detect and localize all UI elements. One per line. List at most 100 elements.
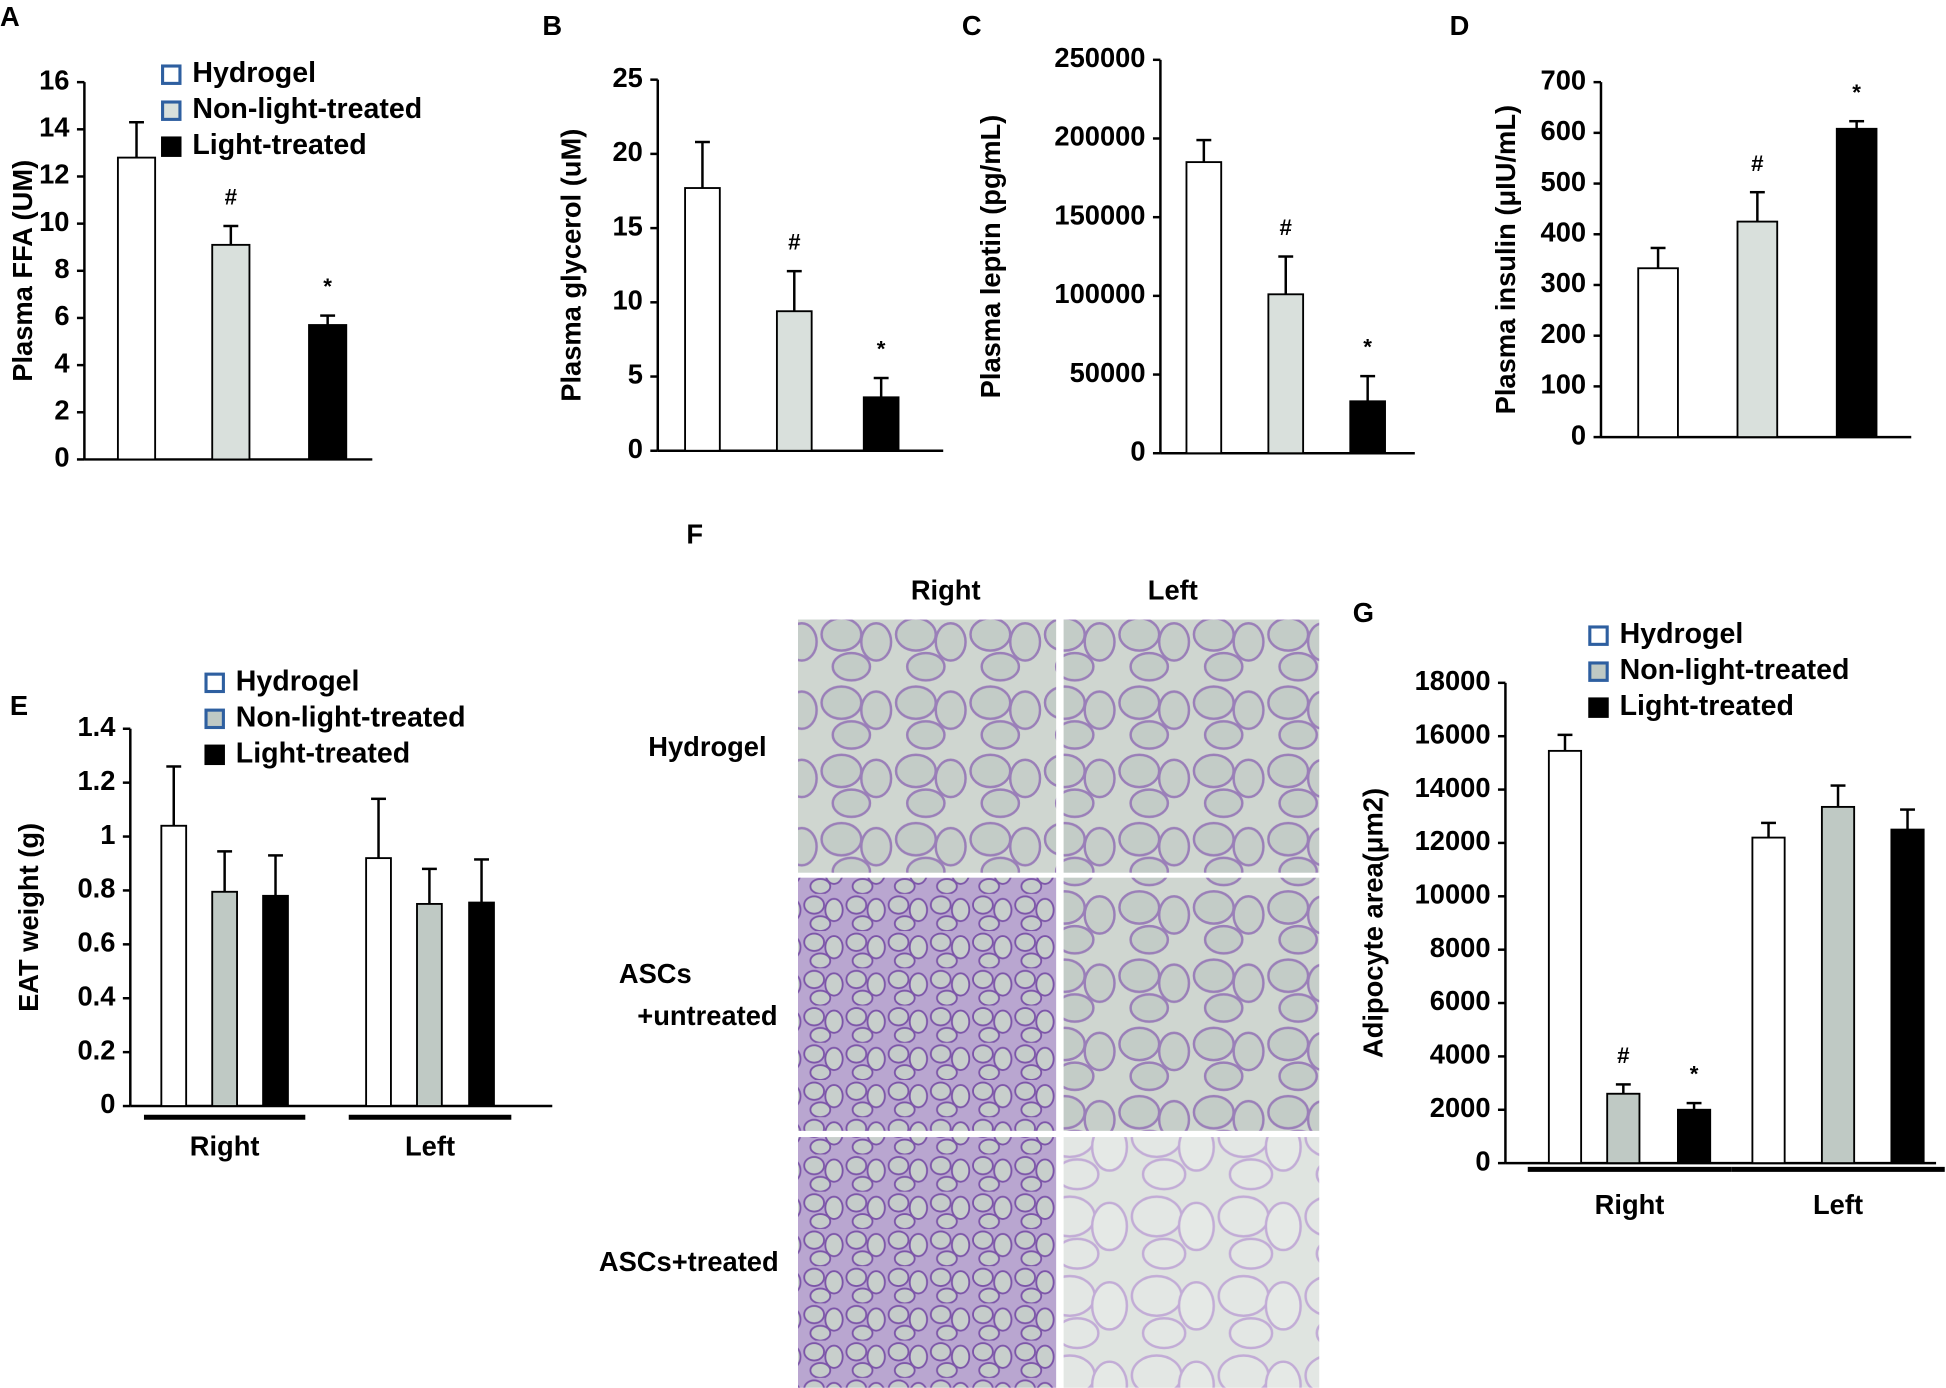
y-tick-label: 15: [613, 210, 643, 241]
column-label: Left: [1148, 574, 1198, 605]
legend-marker: [1588, 697, 1609, 718]
bar: [1606, 1092, 1641, 1165]
legend-label: Hydrogel: [1620, 618, 1744, 650]
panel-label: A: [0, 1, 20, 32]
legend-label: Hydrogel: [236, 665, 360, 697]
y-tick-label: 0: [100, 1088, 115, 1119]
annotation: #: [788, 230, 801, 255]
annotation: #: [1617, 1043, 1630, 1068]
y-tick-label: 700: [1541, 64, 1587, 95]
bar: [1185, 161, 1223, 455]
histology-image: [798, 1137, 1057, 1388]
legend-marker: [204, 672, 225, 694]
y-tick-label: 18000: [1415, 665, 1491, 696]
y-tick-label: 10: [39, 206, 69, 237]
histology-image: [1063, 877, 1320, 1131]
y-tick-label: 6000: [1430, 985, 1491, 1016]
bar: [1890, 828, 1925, 1165]
y-tick-label: 14: [39, 112, 70, 143]
bar: [116, 156, 157, 461]
bar: [416, 902, 443, 1107]
y-tick-label: 8: [54, 253, 69, 284]
y-tick-label: 6: [54, 300, 69, 331]
histology-image: [1063, 619, 1320, 873]
y-tick-label: 20: [613, 136, 643, 167]
bar: [775, 310, 813, 452]
y-tick-label: 400: [1541, 216, 1587, 247]
bar: [262, 894, 289, 1107]
y-tick-label: 1.4: [77, 711, 116, 742]
legend-label: Non-light-treated: [236, 701, 466, 733]
y-tick-label: 0: [1475, 1145, 1490, 1176]
panel-label: E: [10, 690, 28, 721]
legend-marker: [161, 64, 182, 85]
y-axis-label: Plasma FFA (UM): [7, 160, 38, 382]
panel-label: C: [962, 10, 982, 41]
legend-marker: [1588, 625, 1609, 646]
y-tick-label: 200000: [1054, 121, 1145, 152]
legend-marker: [161, 136, 182, 157]
bar: [468, 901, 495, 1107]
y-tick-label: 4: [54, 347, 70, 378]
y-tick-label: 4000: [1430, 1039, 1491, 1070]
y-tick-label: 200: [1541, 318, 1587, 349]
y-tick-label: 0.4: [77, 980, 116, 1011]
bar: [684, 187, 721, 452]
annotation: *: [877, 337, 886, 362]
bar: [1835, 127, 1878, 439]
x-tick-label: Right: [190, 1130, 260, 1161]
y-tick-label: 600: [1541, 115, 1587, 146]
legend-label: Light-treated: [1620, 690, 1794, 722]
legend-marker: [161, 100, 182, 121]
row-label: Hydrogel: [648, 731, 766, 762]
legend-marker: [1588, 661, 1609, 682]
bar: [1547, 749, 1583, 1165]
legend-label: Non-light-treated: [1620, 654, 1850, 686]
y-tick-label: 10: [613, 285, 643, 316]
y-tick-label: 16: [39, 64, 69, 95]
y-tick-label: 8000: [1430, 932, 1491, 963]
annotation: *: [323, 274, 332, 299]
y-tick-label: 10000: [1415, 879, 1491, 910]
legend-label: Light-treated: [236, 737, 410, 769]
y-axis-label: Plasma insulin (μIU/mL): [1490, 105, 1521, 414]
y-tick-label: 2000: [1430, 1092, 1491, 1123]
panel-label: D: [1450, 10, 1470, 41]
y-tick-label: 500: [1541, 166, 1587, 197]
y-tick-label: 1: [100, 819, 115, 850]
y-tick-label: 100000: [1054, 278, 1145, 309]
bar: [211, 243, 251, 461]
y-tick-label: 300: [1541, 267, 1587, 298]
y-tick-label: 0: [628, 433, 643, 464]
bar: [365, 857, 392, 1107]
bar: [160, 824, 188, 1107]
y-tick-label: 0: [1571, 419, 1586, 450]
bar: [1820, 805, 1856, 1165]
bar: [211, 890, 238, 1107]
histology-image: [798, 877, 1057, 1131]
panel-label: F: [686, 519, 703, 550]
y-tick-label: 5: [628, 359, 643, 390]
y-axis-label: Adipocyte area(μm2): [1357, 788, 1388, 1058]
legend-marker: [204, 744, 225, 766]
y-tick-label: 100: [1541, 369, 1587, 400]
y-tick-label: 50000: [1070, 357, 1146, 388]
annotation: *: [1852, 80, 1861, 105]
y-axis-label: Plasma leptin (pg/mL): [975, 115, 1006, 399]
y-tick-label: 12000: [1415, 825, 1491, 856]
y-tick-label: 1.2: [77, 765, 115, 796]
bar: [1736, 220, 1779, 439]
y-axis-label: Plasma glycerol (uM): [556, 129, 587, 402]
y-tick-label: 0: [54, 442, 69, 473]
annotation: #: [225, 185, 238, 210]
y-tick-label: 0: [1130, 435, 1145, 466]
annotation: *: [1690, 1062, 1699, 1087]
legend-marker: [204, 708, 225, 730]
annotation: #: [1751, 151, 1764, 176]
y-tick-label: 250000: [1054, 42, 1145, 73]
y-tick-label: 25: [613, 62, 643, 93]
bar: [308, 324, 348, 461]
y-tick-label: 0.8: [77, 873, 115, 904]
bar: [1267, 293, 1305, 455]
